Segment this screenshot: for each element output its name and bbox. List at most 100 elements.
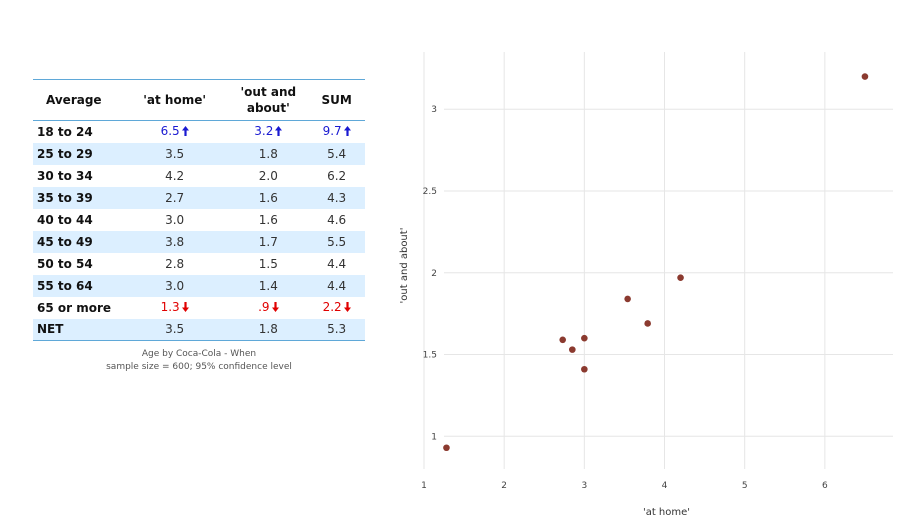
x-tick-label: 6 — [822, 481, 828, 491]
scatter-point — [443, 444, 450, 452]
table-cell: 4.2 — [121, 165, 228, 187]
table-cell: 2.0 — [228, 165, 308, 187]
cell-value: 3.5 — [165, 146, 185, 161]
scatter-point — [861, 73, 869, 80]
table-cell: 1.4 — [228, 275, 308, 297]
table-row: 25 to 29 3.5 1.8 5.4 — [33, 142, 365, 165]
table-cell: 3.8 — [121, 231, 228, 253]
cell-value: 2.2 — [322, 300, 342, 314]
cell-value: 3.2 — [254, 124, 274, 139]
cell-value: 1.7 — [258, 234, 278, 249]
cell-value: 1.8 — [258, 146, 278, 161]
header-out-and-about: 'out and about' — [228, 79, 309, 121]
cell-value: 4.3 — [327, 190, 347, 205]
x-tick-label: 1 — [421, 481, 427, 491]
row-label: NET — [37, 322, 64, 337]
cell-value: 4.6 — [327, 212, 347, 227]
y-tick-label: 3 — [431, 105, 437, 115]
row-label: 35 to 39 — [37, 190, 93, 205]
y-tick-label: 1.5 — [423, 351, 437, 361]
caption-line-2: sample size = 600; 95% confidence level — [106, 362, 292, 372]
table-header-row: Average 'at home' 'out and about' SUM — [33, 79, 365, 121]
table-cell: 5.5 — [308, 231, 365, 253]
table-caption: Age by Coca-Cola - When sample size = 60… — [33, 348, 365, 374]
arrow-down-icon — [181, 301, 189, 315]
y-tick-label: 2.5 — [423, 187, 437, 197]
scatter-point — [581, 365, 588, 373]
table-row: 40 to 44 3.0 1.6 4.6 — [33, 209, 365, 231]
table-cell: 5.4 — [308, 143, 365, 165]
cell-value: 1.5 — [258, 256, 278, 271]
table-row: 55 to 64 3.0 1.4 4.4 — [33, 274, 365, 297]
scatter-point — [644, 320, 651, 327]
x-tick-label: 3 — [581, 481, 587, 491]
table-cell: .9 — [228, 297, 308, 319]
arrow-up-icon — [275, 125, 283, 139]
row-label: 50 to 54 — [37, 256, 93, 271]
table-cell: 4.4 — [308, 275, 365, 297]
table-row: NET 3.5 1.8 5.3 — [33, 318, 365, 341]
header-average: Average — [33, 79, 121, 121]
table-cell: 3.2 — [228, 121, 308, 143]
cell-value: 1.8 — [258, 322, 278, 337]
table-cell: 3.5 — [121, 319, 228, 341]
y-axis-label: 'out and about' — [399, 228, 410, 304]
table-cell: 1.8 — [228, 143, 308, 165]
table-cell: 3.0 — [121, 275, 228, 297]
row-label: 18 to 24 — [37, 124, 93, 139]
arrow-up-icon — [343, 125, 351, 139]
table-cell: 4.6 — [308, 209, 365, 231]
row-label: 55 to 64 — [37, 278, 93, 293]
scatter-point — [569, 346, 576, 353]
table-cell: 1.7 — [228, 231, 308, 253]
x-axis-label: 'at home' — [643, 507, 690, 518]
table-cell: 2.2 — [308, 297, 365, 319]
cell-value: 3.0 — [165, 278, 185, 293]
table-cell: 1.6 — [228, 209, 308, 231]
cell-value: 5.4 — [327, 146, 347, 161]
scatter-point — [559, 336, 567, 344]
x-tick-label: 2 — [501, 481, 507, 491]
cell-value: 6.5 — [160, 124, 180, 139]
table-cell: 1.3 — [121, 297, 228, 319]
cell-value: 1.4 — [258, 278, 278, 293]
cell-value: 3.8 — [165, 234, 185, 249]
table-cell: 3.0 — [121, 209, 228, 231]
table-cell: 5.3 — [308, 319, 365, 341]
y-tick-label: 2 — [431, 269, 437, 279]
x-tick-label: 4 — [662, 481, 668, 491]
cell-value: 1.3 — [160, 300, 180, 314]
arrow-down-icon — [271, 301, 279, 315]
cell-value: 5.3 — [327, 322, 347, 337]
cell-value: 4.4 — [327, 278, 347, 293]
table-cell: 1.6 — [228, 187, 308, 209]
cell-value: .9 — [258, 300, 270, 314]
table-row: 30 to 34 4.2 2.0 6.2 — [33, 165, 365, 187]
table-cell: 3.5 — [121, 143, 228, 165]
x-tick-label: 5 — [742, 481, 748, 491]
cell-value: 6.2 — [327, 168, 347, 183]
cell-value: 3.5 — [165, 322, 185, 337]
cell-value: 1.6 — [258, 212, 278, 227]
row-label: 25 to 29 — [37, 146, 93, 161]
row-label: 65 or more — [37, 300, 112, 315]
row-label: 30 to 34 — [37, 168, 93, 183]
cell-value: 5.5 — [327, 234, 347, 249]
table-cell: 6.5 — [121, 121, 228, 143]
cell-value: 3.0 — [165, 212, 185, 227]
table-cell: 6.2 — [308, 165, 365, 187]
table-cell: 1.8 — [228, 319, 308, 341]
header-sum: SUM — [308, 79, 365, 121]
table-cell: 4.3 — [308, 187, 365, 209]
scatter-point — [624, 295, 631, 303]
cell-value: 4.4 — [327, 256, 347, 271]
summary-table: Average 'at home' 'out and about' SUM 18… — [33, 79, 365, 341]
table-cell: 1.5 — [228, 253, 308, 275]
cell-value: 2.8 — [165, 256, 185, 271]
table-row: 45 to 49 3.8 1.7 5.5 — [33, 230, 365, 253]
cell-value: 4.2 — [165, 168, 185, 183]
cell-value: 1.6 — [258, 190, 278, 205]
caption-line-1: Age by Coca-Cola - When — [141, 349, 257, 359]
table-row: 50 to 54 2.8 1.5 4.4 — [33, 253, 365, 275]
